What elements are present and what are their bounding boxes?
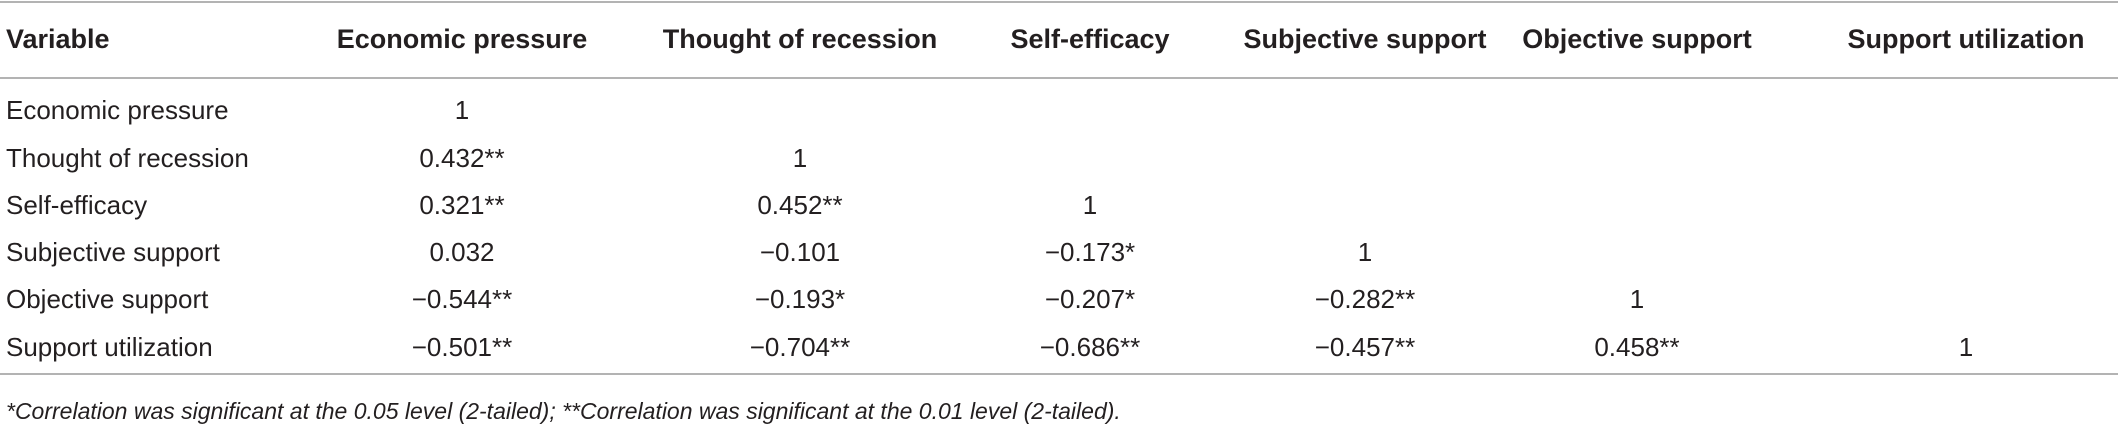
cell: 1 <box>1630 284 1644 314</box>
cell: −0.457** <box>1315 332 1415 362</box>
row-label: Economic pressure <box>6 95 229 125</box>
column-header: Objective support <box>1522 24 1752 54</box>
row-label: Subjective support <box>6 237 221 267</box>
cell: −0.704** <box>750 332 850 362</box>
cell: 0.321** <box>419 190 504 220</box>
cell: −0.501** <box>412 332 512 362</box>
cell: 1 <box>455 95 469 125</box>
cell: 1 <box>793 143 807 173</box>
footnote: *Correlation was significant at the 0.05… <box>6 398 1121 424</box>
row-label: Support utilization <box>6 332 213 362</box>
cell: 0.452** <box>757 190 842 220</box>
row-label: Objective support <box>6 284 209 314</box>
cell: 0.458** <box>1594 332 1679 362</box>
row-label: Thought of recession <box>6 143 249 173</box>
cell: −0.207* <box>1045 284 1135 314</box>
cell: 0.032 <box>429 237 494 267</box>
cell: −0.101 <box>760 237 840 267</box>
cell: −0.173* <box>1045 237 1135 267</box>
cell: 1 <box>1959 332 1973 362</box>
column-header: Support utilization <box>1848 24 2085 54</box>
row-label: Self-efficacy <box>6 190 147 220</box>
column-header: Self-efficacy <box>1010 24 1169 54</box>
cell: −0.686** <box>1040 332 1140 362</box>
column-header: Economic pressure <box>337 24 588 54</box>
cell: 1 <box>1358 237 1372 267</box>
column-header: Subjective support <box>1243 24 1486 54</box>
cell: −0.282** <box>1315 284 1415 314</box>
column-header: Thought of recession <box>663 24 938 54</box>
cell: 0.432** <box>419 143 504 173</box>
cell: 1 <box>1083 190 1097 220</box>
column-header: Variable <box>6 24 110 54</box>
cell: −0.193* <box>755 284 845 314</box>
cell: −0.544** <box>412 284 512 314</box>
